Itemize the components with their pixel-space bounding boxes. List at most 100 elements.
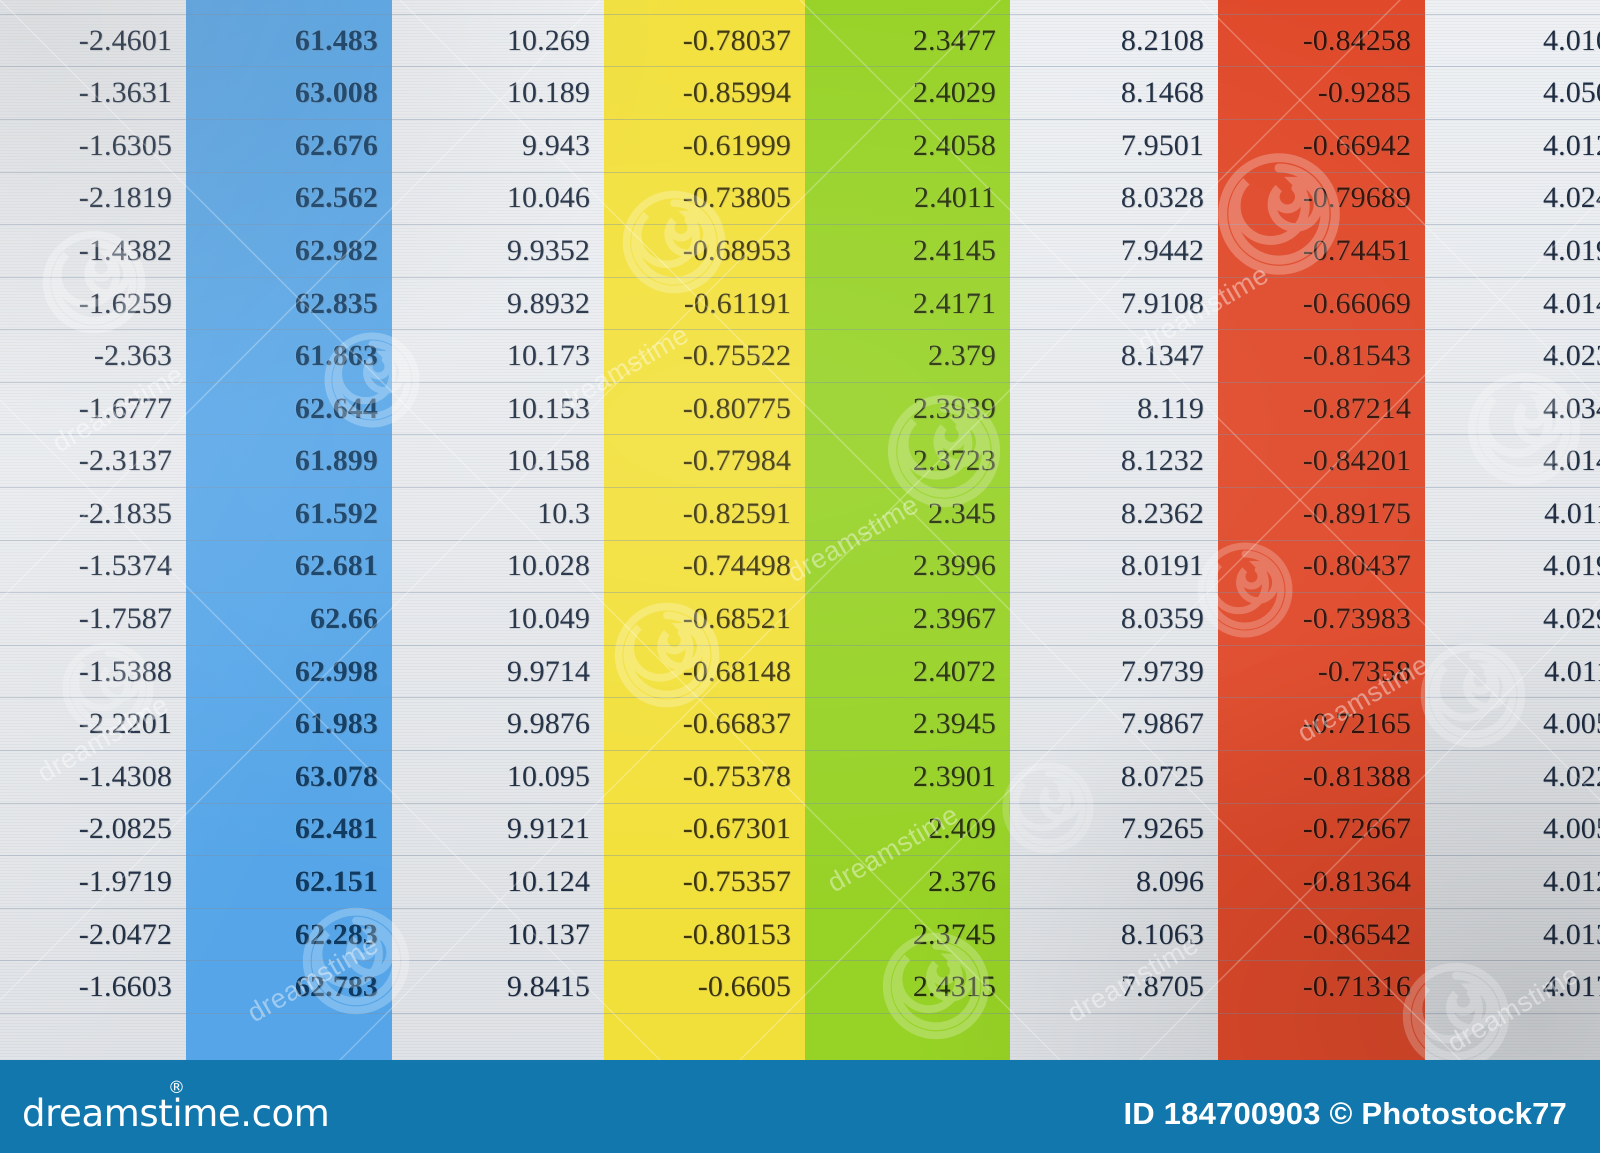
table-row[interactable]: -1.5374 62.681 10.028 -0.74498 2.3996 8.0191 -… <box>0 541 1600 594</box>
table-cell[interactable]: -0.80437 <box>1302 549 1411 583</box>
table-cell[interactable]: 61.483 <box>294 23 378 57</box>
table-cell[interactable]: -0.72165 <box>1302 707 1411 741</box>
table-cell[interactable]: 4.019 <box>1543 549 1600 583</box>
table-cell[interactable]: 7.8705 <box>1120 970 1204 1004</box>
table-cell[interactable]: 62.562 <box>294 181 378 215</box>
table-cell[interactable]: 10.269 <box>506 23 590 57</box>
table-cell[interactable]: 9.8932 <box>506 286 590 320</box>
table-row[interactable]: -1.6305 62.676 9.943 -0.61999 2.4058 7.9501 -0… <box>0 120 1600 173</box>
table-cell[interactable]: 4.012 <box>1543 128 1600 162</box>
table-cell[interactable]: 9.9876 <box>506 707 590 741</box>
table-cell[interactable]: -0.81364 <box>1302 865 1411 899</box>
table-cell[interactable]: 2.4072 <box>912 654 996 688</box>
table-cell[interactable]: 4.014 <box>1543 444 1600 478</box>
table-cell[interactable]: -2.3137 <box>78 444 172 478</box>
table-cell[interactable]: 4.024 <box>1543 181 1600 215</box>
table-cell[interactable]: -2.0825 <box>78 812 172 846</box>
table-cell[interactable]: 2.409 <box>928 812 996 846</box>
table-cell[interactable]: 7.9501 <box>1120 128 1204 162</box>
table-cell[interactable]: 62.783 <box>294 970 378 1004</box>
table-cell[interactable]: 2.3996 <box>912 549 996 583</box>
table-cell[interactable]: -0.67301 <box>682 812 791 846</box>
table-cell[interactable]: 4.012 <box>1543 865 1600 899</box>
table-cell[interactable]: 4.011 <box>1544 654 1600 688</box>
table-row[interactable]: -2.4601 61.483 10.269 -0.78037 2.3477 8.2108 -… <box>0 15 1600 68</box>
table-cell[interactable]: 4.034 <box>1543 391 1600 425</box>
table-cell[interactable]: 10.153 <box>506 391 590 425</box>
table-cell[interactable]: -0.71316 <box>1302 970 1411 1004</box>
table-cell[interactable]: -0.75378 <box>682 759 791 793</box>
table-cell[interactable]: 8.0359 <box>1120 602 1204 636</box>
table-cell[interactable]: -0.61191 <box>683 286 791 320</box>
table-row[interactable]: -1.795662.7629.7397-0.460772.43527.7873-… <box>0 0 1600 15</box>
table-cell[interactable]: 10.137 <box>506 917 590 951</box>
table-cell[interactable]: -1.6305 <box>78 128 172 162</box>
table-cell[interactable]: -0.72667 <box>1302 812 1411 846</box>
table-cell[interactable]: -1.7956 <box>0 0 186 3</box>
table-cell[interactable]: 8.2108 <box>1120 23 1204 57</box>
table-cell[interactable]: 2.376 <box>928 865 996 899</box>
table-cell[interactable]: 10.158 <box>506 444 590 478</box>
table-cell[interactable]: -0.82591 <box>682 496 791 530</box>
table-row[interactable]: -1.4308 63.078 10.095 -0.75378 2.3901 8.0725 -… <box>0 751 1600 804</box>
table-cell[interactable]: 7.9442 <box>1120 233 1204 267</box>
table-cell[interactable]: 62.998 <box>294 654 378 688</box>
table-cell[interactable]: -1.6777 <box>78 391 172 425</box>
table-cell[interactable]: 63.078 <box>294 759 378 793</box>
table-cell[interactable]: -0.81543 <box>1302 339 1411 373</box>
table-cell[interactable]: 8.1063 <box>1120 917 1204 951</box>
table-cell[interactable]: -0.75357 <box>682 865 791 899</box>
table-cell[interactable]: 61.899 <box>294 444 378 478</box>
table-cell[interactable]: -0.84258 <box>1302 23 1411 57</box>
table-cell[interactable]: 4.005 <box>1543 707 1600 741</box>
table-cell[interactable]: 8.0725 <box>1120 759 1204 793</box>
table-cell[interactable]: 62.681 <box>294 549 378 583</box>
table-cell[interactable]: 2.4352 <box>805 0 1010 3</box>
table-cell[interactable]: -2.4601 <box>78 23 172 57</box>
table-row[interactable]: -2.1835 61.592 10.3 -0.82591 2.345 8.2362 -0.8… <box>0 488 1600 541</box>
table-cell[interactable]: 7.9867 <box>1120 707 1204 741</box>
table-cell[interactable]: 2.4011 <box>914 181 996 215</box>
table-cell[interactable]: 8.2362 <box>1120 496 1204 530</box>
table-cell[interactable]: -0.73983 <box>1302 602 1411 636</box>
table-cell[interactable]: -0.78037 <box>682 23 791 57</box>
table-cell[interactable]: -0.86542 <box>1302 917 1411 951</box>
table-cell[interactable]: 2.345 <box>928 496 996 530</box>
table-cell[interactable]: -2.1819 <box>78 181 172 215</box>
table-cell[interactable]: 2.4029 <box>912 76 996 110</box>
table-cell[interactable]: -1.9719 <box>78 865 172 899</box>
table-row[interactable]: -1.6777 62.644 10.153 -0.80775 2.3939 8.119 -0… <box>0 383 1600 436</box>
table-cell[interactable]: 8.119 <box>1137 391 1204 425</box>
table-cell[interactable]: 8.0191 <box>1120 549 1204 583</box>
table-cell[interactable]: 8.1347 <box>1120 339 1204 373</box>
table-cell[interactable]: 2.4171 <box>912 286 996 320</box>
table-row[interactable]: -1.6603 62.783 9.8415 -0.6605 2.4315 7.8705 -0… <box>0 961 1600 1015</box>
table-cell[interactable]: -0.80153 <box>682 917 791 951</box>
table-row[interactable]: -2.0825 62.481 9.9121 -0.67301 2.409 7.9265 -0… <box>0 804 1600 857</box>
table-cell[interactable]: 10.095 <box>506 759 590 793</box>
table-cell[interactable]: -0.79689 <box>1302 181 1411 215</box>
table-cell[interactable]: -2.363 <box>93 339 172 373</box>
table-cell[interactable]: -2.2201 <box>78 707 172 741</box>
table-cell[interactable]: -0.7358 <box>1317 654 1411 688</box>
table-cell[interactable]: 62.644 <box>294 391 378 425</box>
table-cell[interactable]: 4.023 <box>1543 339 1600 373</box>
table-cell[interactable]: 2.3967 <box>912 602 996 636</box>
table-cell[interactable]: -0.66069 <box>1302 286 1411 320</box>
table-cell[interactable]: -0.84201 <box>1302 444 1411 478</box>
table-cell[interactable]: 61.863 <box>294 339 378 373</box>
table-cell[interactable]: -0.87214 <box>1302 391 1411 425</box>
table-cell[interactable]: 9.9352 <box>506 233 590 267</box>
table-cell[interactable]: -0.81388 <box>1302 759 1411 793</box>
table-cell[interactable]: 61.592 <box>294 496 378 530</box>
table-cell[interactable]: 62.151 <box>294 865 378 899</box>
table-cell[interactable]: -1.4308 <box>78 759 172 793</box>
table-cell[interactable]: 10.3 <box>537 496 590 530</box>
table-cell[interactable]: 63.008 <box>294 76 378 110</box>
table-cell[interactable]: 9.943 <box>522 128 590 162</box>
table-cell[interactable]: 62.676 <box>294 128 378 162</box>
table-cell[interactable]: -0.74498 <box>682 549 791 583</box>
table-row[interactable]: -1.9719 62.151 10.124 -0.75357 2.376 8.096 -0.… <box>0 856 1600 909</box>
table-cell[interactable]: 4.022 <box>1543 759 1600 793</box>
table-cell[interactable]: -0.68521 <box>682 602 791 636</box>
